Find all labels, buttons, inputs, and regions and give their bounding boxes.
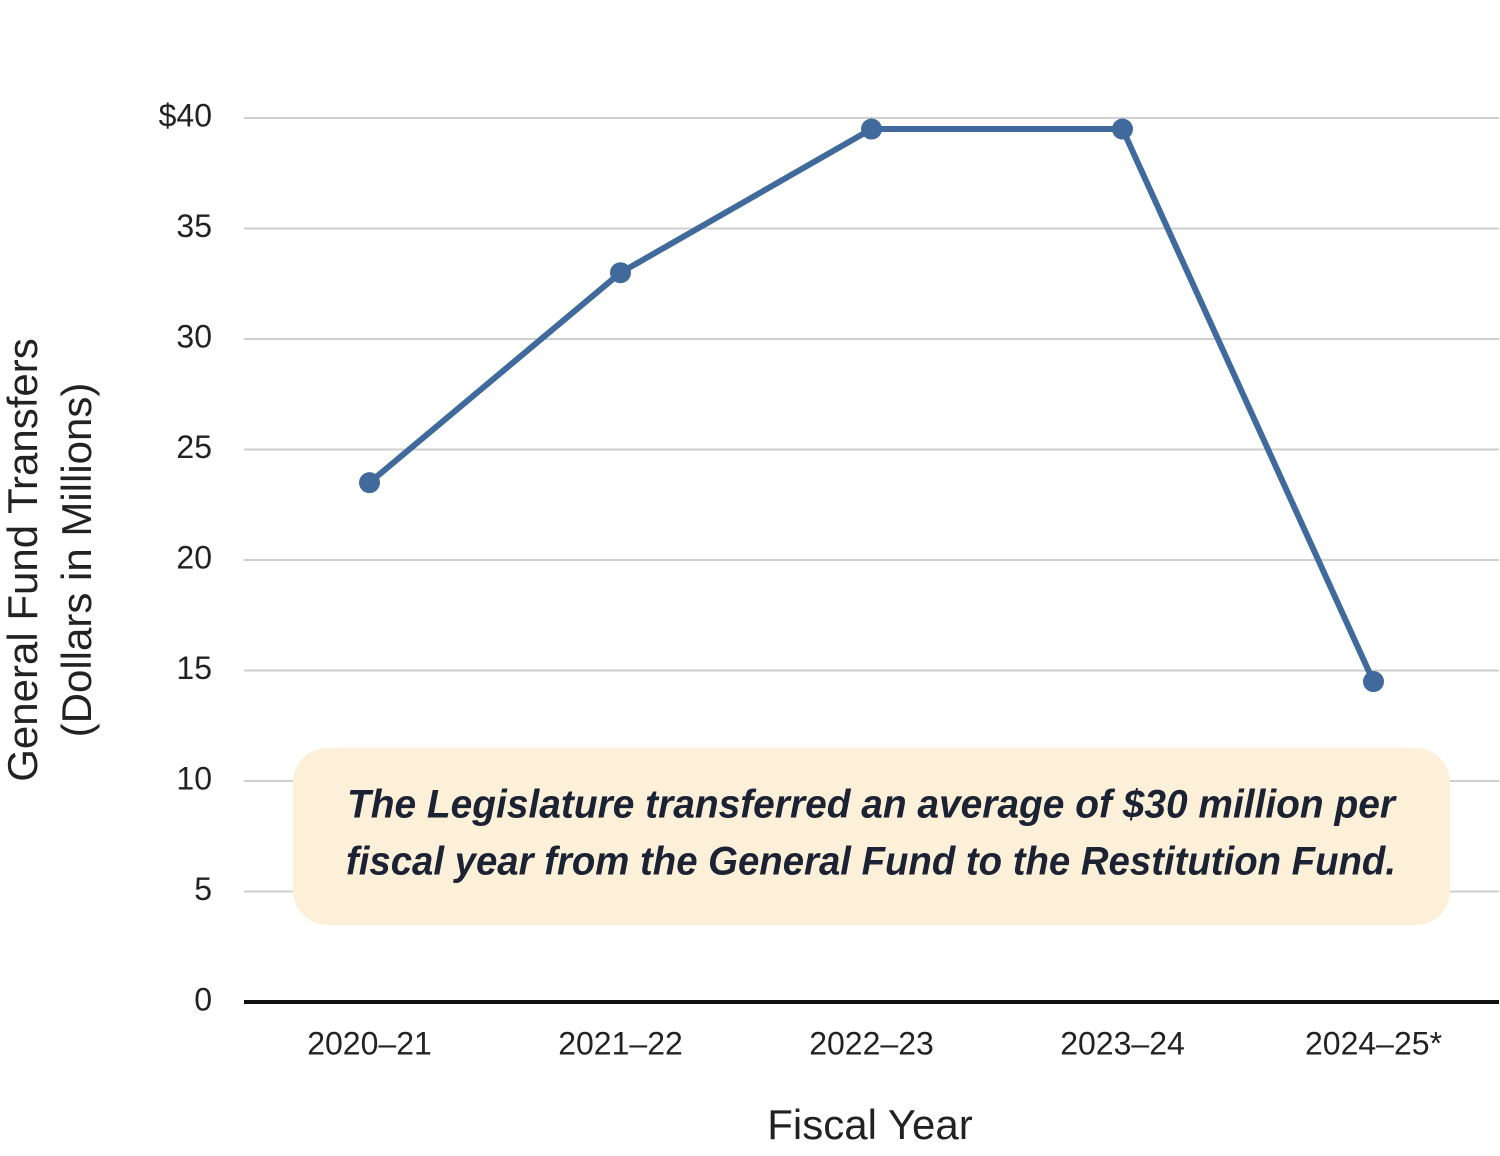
y-axis-title: General Fund Transfers xyxy=(0,338,46,782)
point xyxy=(861,118,882,140)
point xyxy=(359,472,380,494)
annotation: The Legislature transferred an average o… xyxy=(347,783,1397,827)
y-tick-label: 0 xyxy=(194,981,212,1017)
y-tick-label: 10 xyxy=(176,760,212,796)
point xyxy=(610,262,631,284)
x-axis-title: Fiscal Year xyxy=(767,1101,972,1148)
point xyxy=(1112,118,1133,140)
y-tick-label: 30 xyxy=(176,318,212,354)
y-tick-label: 5 xyxy=(194,871,212,907)
y-tick-label: 25 xyxy=(176,429,212,465)
x-tick-label: 2024–25* xyxy=(1305,1025,1442,1061)
x-tick-label: 2023–24 xyxy=(1060,1025,1185,1061)
y-tick-label: 15 xyxy=(176,650,212,686)
y-tick-label: $40 xyxy=(159,97,212,133)
x-tick-label: 2021–22 xyxy=(558,1025,683,1061)
y-tick-label: 35 xyxy=(176,208,212,244)
x-tick-label: 2020–21 xyxy=(307,1025,432,1061)
y-axis-title: (Dollars in Millions) xyxy=(53,383,100,738)
annotation-box xyxy=(293,748,1450,925)
y-tick-label: 20 xyxy=(176,539,212,575)
point xyxy=(1363,671,1384,693)
line xyxy=(367,126,1377,683)
annotation: fiscal year from the General Fund to the… xyxy=(346,840,1396,884)
x-tick-label: 2022–23 xyxy=(809,1025,934,1061)
